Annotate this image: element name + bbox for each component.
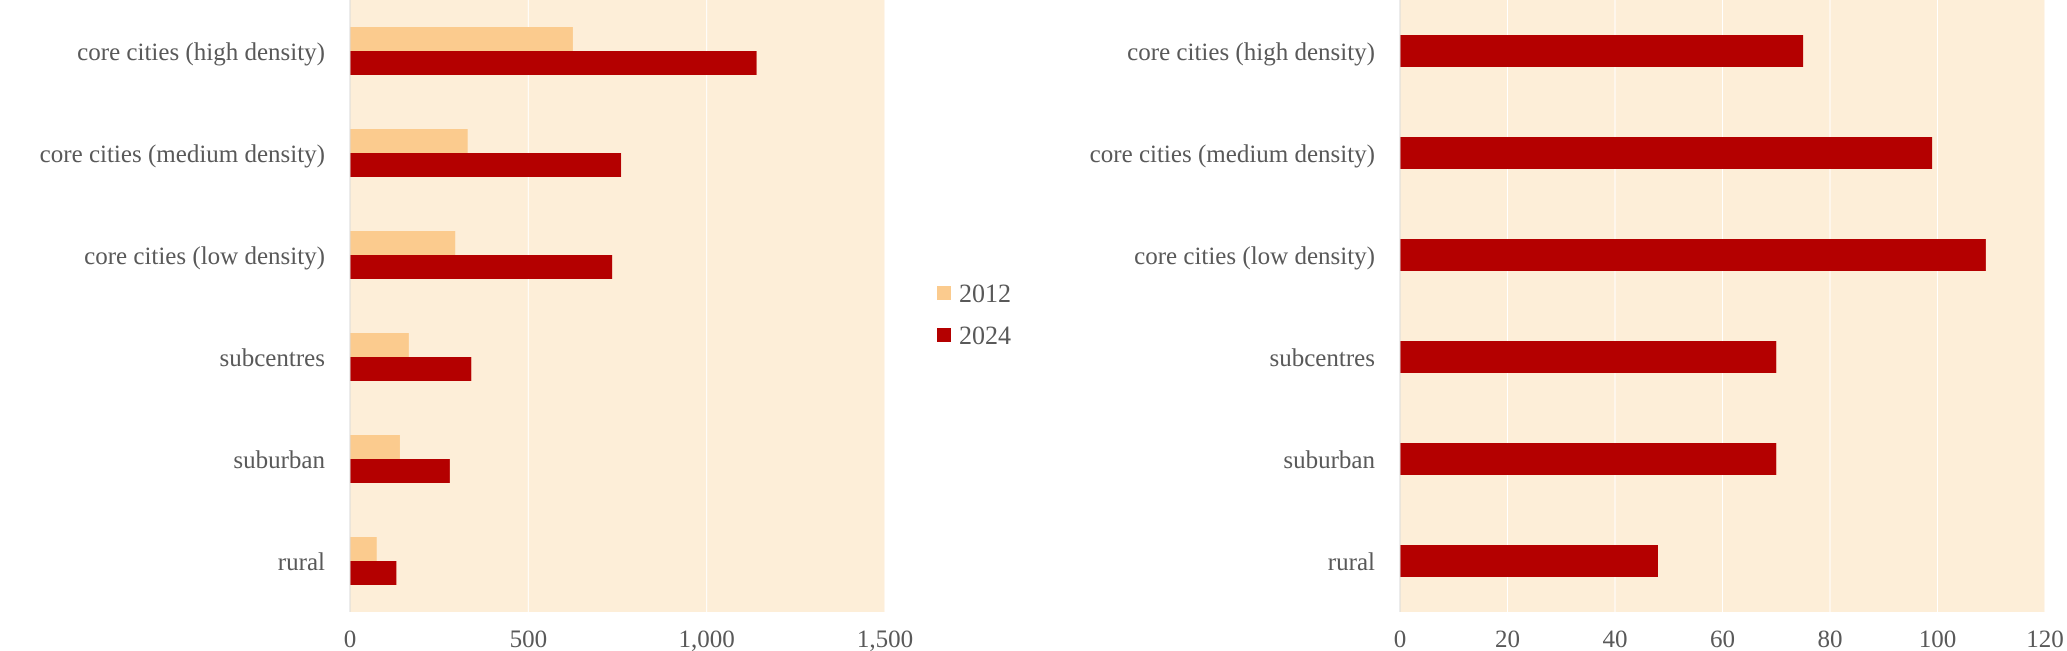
left-bar-2012-core-cities-medium-density [350, 129, 468, 153]
left-category-label-suburban: suburban [233, 447, 325, 474]
right-x-tick-label-60: 60 [1710, 626, 1735, 651]
right-category-label-core-cities-medium-density: core cities (medium density) [1090, 141, 1375, 168]
right-x-tick-label-0: 0 [1394, 626, 1407, 651]
right-x-tick-label-40: 40 [1603, 626, 1628, 651]
left-bar-2012-core-cities-low-density [350, 231, 456, 255]
left-bar-2024-core-cities-medium-density [350, 153, 622, 177]
right-x-tick-label-20: 20 [1495, 626, 1520, 651]
left-bar-2012-rural [350, 537, 377, 561]
left-plot-background [350, 0, 885, 612]
right-category-label-core-cities-high-density: core cities (high density) [1127, 39, 1375, 66]
left-bar-2024-core-cities-low-density [350, 255, 613, 279]
right-category-label-rural: rural [1328, 549, 1375, 576]
right-category-label-suburban: suburban [1283, 447, 1375, 474]
right-bar-value-rural [1400, 545, 1658, 577]
left-bar-2024-rural [350, 561, 397, 585]
left-x-tick-label-1-500: 1,500 [857, 626, 913, 651]
left-category-label-subcentres: subcentres [219, 345, 325, 372]
left-x-tick-label-1-000: 1,000 [679, 626, 735, 651]
left-bar-2012-subcentres [350, 333, 409, 357]
left-bar-2024-suburban [350, 459, 450, 483]
left-category-label-core-cities-high-density: core cities (high density) [77, 39, 325, 66]
right-bar-chart: core cities (high density) core cities (m… [1090, 0, 2064, 651]
legend-label-2012: 2012 [959, 279, 1011, 308]
left-x-tick-label-0: 0 [344, 626, 357, 651]
right-x-tick-label-120: 120 [2026, 626, 2064, 651]
left-bar-2024-subcentres [350, 357, 472, 381]
legend-swatch-2024 [937, 328, 951, 342]
left-bar-2012-core-cities-high-density [350, 27, 573, 51]
left-bar-2012-suburban [350, 435, 400, 459]
legend: 2012 2024 [937, 279, 1011, 350]
left-bar-chart: core cities (high density) core cities (m… [40, 0, 913, 651]
right-x-tick-label-80: 80 [1818, 626, 1843, 651]
right-bar-value-suburban [1400, 443, 1777, 475]
right-bar-value-core-cities-low-density [1400, 239, 1986, 271]
right-x-tick-label-100: 100 [1919, 626, 1957, 651]
left-bar-2024-core-cities-high-density [350, 51, 757, 75]
right-bar-value-subcentres [1400, 341, 1777, 373]
right-bar-value-core-cities-medium-density [1400, 137, 1933, 169]
left-category-label-core-cities-low-density: core cities (low density) [84, 243, 325, 270]
right-bar-value-core-cities-high-density [1400, 35, 1804, 67]
left-category-label-core-cities-medium-density: core cities (medium density) [40, 141, 325, 168]
legend-swatch-2012 [937, 286, 951, 300]
left-category-label-rural: rural [278, 549, 325, 576]
left-x-tick-label-500: 500 [510, 626, 548, 651]
right-category-label-core-cities-low-density: core cities (low density) [1134, 243, 1375, 270]
legend-label-2024: 2024 [959, 321, 1011, 350]
right-category-label-subcentres: subcentres [1269, 345, 1375, 372]
